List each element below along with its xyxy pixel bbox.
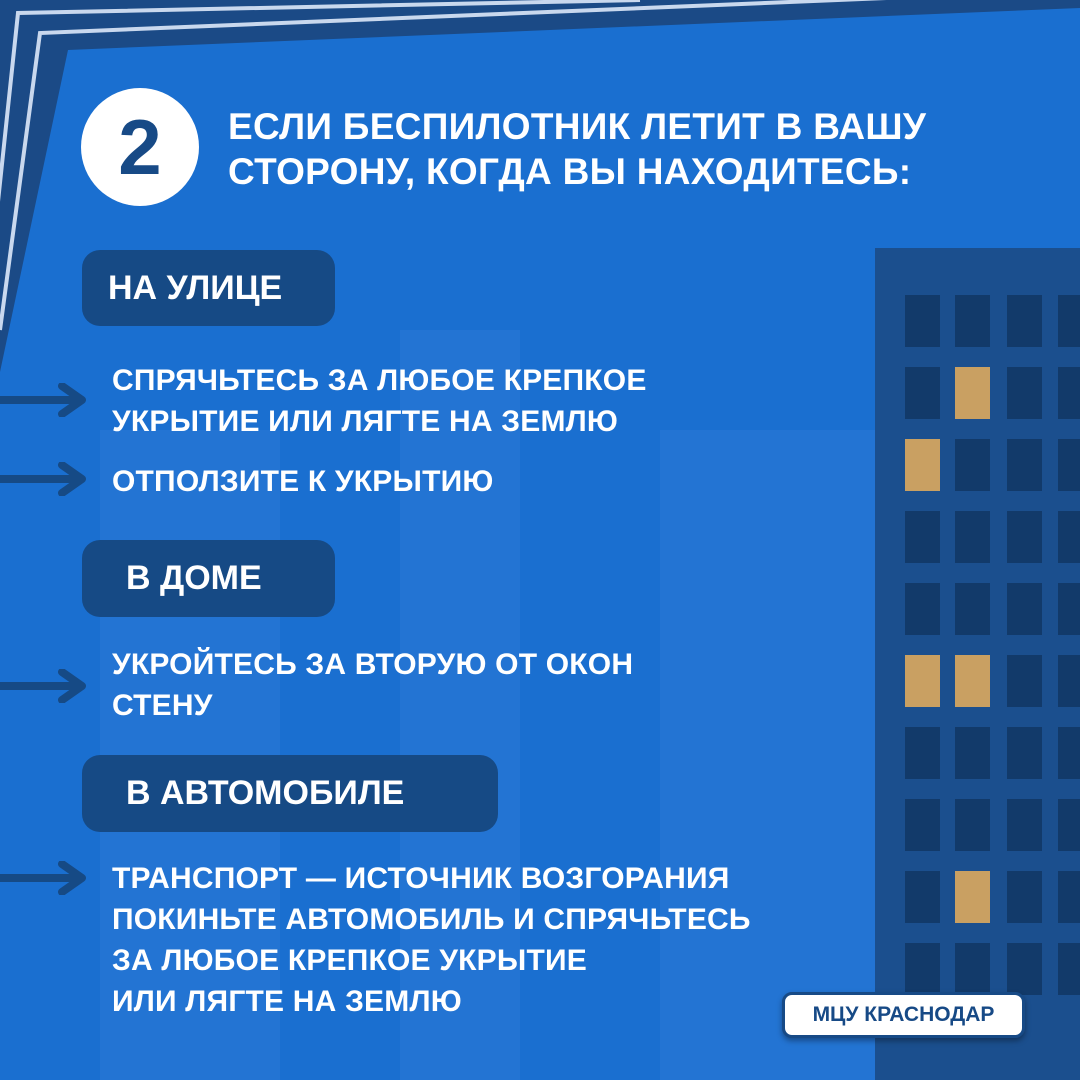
window	[1058, 511, 1080, 563]
window	[1058, 439, 1080, 491]
window	[1007, 943, 1042, 995]
window	[955, 799, 990, 851]
lit-window	[905, 439, 940, 491]
window	[955, 727, 990, 779]
window	[905, 871, 940, 923]
instruction-item: СПРЯЧЬТЕСЬ ЗА ЛЮБОЕ КРЕПКОЕ УКРЫТИЕ ИЛИ …	[112, 360, 647, 442]
building-illustration	[875, 248, 1080, 1080]
window	[1058, 799, 1080, 851]
window	[1007, 367, 1042, 419]
window	[1058, 295, 1080, 347]
instruction-line: ОТПОЛЗИТЕ К УКРЫТИЮ	[112, 465, 494, 498]
lit-window	[955, 367, 990, 419]
window	[1058, 871, 1080, 923]
window	[905, 583, 940, 635]
section-heading-home: В ДОМЕ	[82, 540, 335, 617]
window	[1007, 727, 1042, 779]
instruction-line: УКРЫТИЕ ИЛИ ЛЯГТЕ НА ЗЕМЛЮ	[112, 405, 619, 438]
instruction-line: ЗА ЛЮБОЕ КРЕПКОЕ УКРЫТИЕ	[112, 944, 587, 977]
window	[955, 439, 990, 491]
section-heading-street: НА УЛИЦЕ	[82, 250, 335, 326]
instruction-line: УКРОЙТЕСЬ ЗА ВТОРУЮ ОТ ОКОН	[112, 648, 634, 681]
window	[1007, 871, 1042, 923]
background-skyline	[660, 430, 875, 1080]
arrow-right-icon	[0, 383, 86, 417]
lit-window	[955, 871, 990, 923]
logo-mcu-krasnodar: МЦУ КРАСНОДАР	[782, 992, 1025, 1038]
window	[905, 799, 940, 851]
arrow-right-icon	[0, 462, 86, 496]
window	[955, 943, 990, 995]
instruction-item: ОТПОЛЗИТЕ К УКРЫТИЮ	[112, 461, 494, 502]
lit-window	[955, 655, 990, 707]
instruction-line: СТЕНУ	[112, 689, 213, 722]
window	[1007, 655, 1042, 707]
step-number-badge: 2	[81, 88, 199, 206]
window	[1058, 655, 1080, 707]
instruction-line: ИЛИ ЛЯГТЕ НА ЗЕМЛЮ	[112, 985, 462, 1018]
title-line: ЕСЛИ БЕСПИЛОТНИК ЛЕТИТ В ВАШУ	[228, 106, 927, 147]
instruction-line: ПОКИНЬТЕ АВТОМОБИЛЬ И СПРЯЧЬТЕСЬ	[112, 903, 751, 936]
window	[1058, 727, 1080, 779]
window	[1007, 511, 1042, 563]
window	[1058, 583, 1080, 635]
arrow-right-icon	[0, 669, 86, 703]
title-line: СТОРОНУ, КОГДА ВЫ НАХОДИТЕСЬ:	[228, 151, 912, 192]
page-title: ЕСЛИ БЕСПИЛОТНИК ЛЕТИТ В ВАШУ СТОРОНУ, К…	[228, 104, 926, 194]
window	[1007, 295, 1042, 347]
window	[955, 511, 990, 563]
window	[1058, 367, 1080, 419]
instruction-item: УКРОЙТЕСЬ ЗА ВТОРУЮ ОТ ОКОН СТЕНУ	[112, 644, 633, 726]
section-heading-car: В АВТОМОБИЛЕ	[82, 755, 498, 832]
window	[955, 295, 990, 347]
window	[905, 511, 940, 563]
window	[905, 943, 940, 995]
instruction-line: ТРАНСПОРТ — ИСТОЧНИК ВОЗГОРАНИЯ	[112, 862, 730, 895]
window	[1007, 439, 1042, 491]
window	[905, 367, 940, 419]
window	[1058, 943, 1080, 995]
background-skyline	[400, 330, 520, 1080]
lit-window	[905, 655, 940, 707]
window	[1007, 583, 1042, 635]
window	[955, 583, 990, 635]
instruction-item: ТРАНСПОРТ — ИСТОЧНИК ВОЗГОРАНИЯ ПОКИНЬТЕ…	[112, 858, 751, 1022]
window	[1007, 799, 1042, 851]
window	[905, 727, 940, 779]
instruction-line: СПРЯЧЬТЕСЬ ЗА ЛЮБОЕ КРЕПКОЕ	[112, 364, 647, 397]
arrow-right-icon	[0, 861, 86, 895]
window	[905, 295, 940, 347]
